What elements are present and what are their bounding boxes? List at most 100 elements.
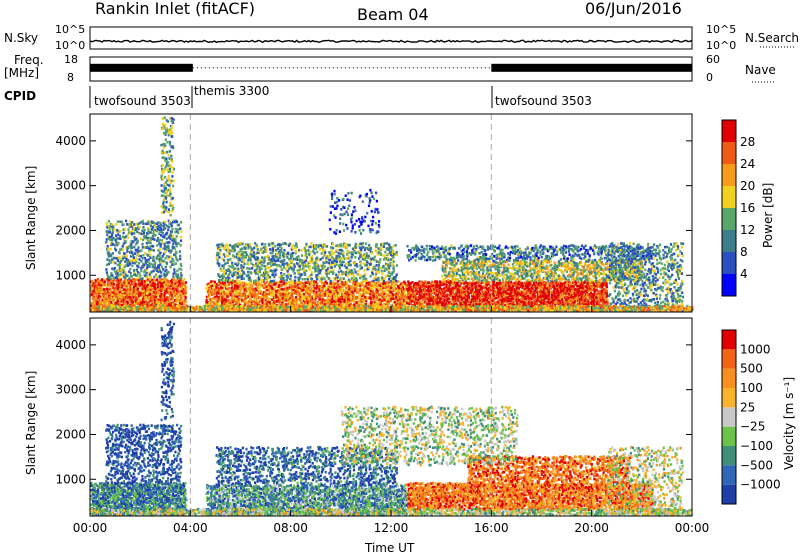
range-cell xyxy=(105,292,108,295)
range-cell xyxy=(392,286,395,289)
range-cell xyxy=(116,237,119,240)
range-cell xyxy=(173,271,176,274)
range-cell xyxy=(284,281,288,285)
range-cell xyxy=(119,220,122,223)
range-cell xyxy=(250,250,253,253)
range-cell xyxy=(132,259,135,263)
range-cell xyxy=(331,250,334,254)
range-cell xyxy=(289,257,292,260)
range-cell xyxy=(95,290,99,294)
range-cell xyxy=(160,293,163,296)
range-cell xyxy=(131,287,134,290)
range-cell xyxy=(178,291,181,294)
range-cell xyxy=(362,288,366,292)
range-cell xyxy=(244,300,247,303)
range-cell xyxy=(179,239,183,243)
range-cell xyxy=(165,157,168,160)
range-cell xyxy=(278,245,281,249)
range-cell xyxy=(176,298,179,302)
range-cell xyxy=(319,244,322,247)
range-cell xyxy=(241,247,244,250)
range-cell xyxy=(309,250,312,254)
range-cell xyxy=(180,302,183,305)
range-cell xyxy=(296,302,300,306)
range-cell xyxy=(303,247,306,250)
range-cell xyxy=(164,303,167,307)
range-cell xyxy=(155,255,158,259)
range-cell xyxy=(119,237,122,241)
range-cell xyxy=(235,252,239,256)
range-cell xyxy=(140,289,143,293)
range-cell xyxy=(111,231,114,234)
range-cell xyxy=(139,277,142,281)
range-cell xyxy=(153,285,156,288)
range-cell xyxy=(160,234,163,237)
range-cell xyxy=(410,298,413,301)
range-cell xyxy=(92,292,95,296)
range-cell xyxy=(389,310,392,313)
range-cell xyxy=(107,220,110,223)
range-cell xyxy=(453,297,456,300)
range-cell xyxy=(456,297,459,300)
range-cell xyxy=(234,262,237,266)
range-cell xyxy=(375,295,378,298)
range-cell xyxy=(325,287,328,291)
range-cell xyxy=(309,256,312,259)
range-cell xyxy=(163,182,166,186)
range-cell xyxy=(377,302,380,306)
range-cell xyxy=(312,305,315,308)
range-cell xyxy=(131,282,134,285)
range-cell xyxy=(414,299,417,302)
range-cell xyxy=(161,156,164,159)
range-cell xyxy=(357,251,360,254)
range-cell xyxy=(397,294,400,298)
range-cell xyxy=(140,283,143,287)
range-cell xyxy=(365,279,368,282)
range-cell xyxy=(240,294,243,298)
range-cell xyxy=(123,256,127,259)
range-cell xyxy=(328,251,331,254)
range-cell xyxy=(263,259,266,263)
range-cell xyxy=(254,300,257,304)
range-cell xyxy=(240,287,243,290)
range-cell xyxy=(210,287,213,290)
range-cell xyxy=(308,274,312,277)
range-cell xyxy=(327,283,330,287)
range-cell xyxy=(342,285,345,289)
range-cell xyxy=(316,263,319,267)
range-cell xyxy=(224,295,227,298)
range-cell xyxy=(256,272,259,276)
range-cell xyxy=(389,284,392,288)
range-cell xyxy=(322,284,325,288)
range-cell xyxy=(157,224,160,228)
range-cell xyxy=(149,299,152,302)
range-cell xyxy=(370,286,373,290)
range-cell xyxy=(139,282,142,286)
range-cell xyxy=(323,290,326,293)
range-cell xyxy=(169,251,172,254)
range-cell xyxy=(269,284,272,288)
range-cell xyxy=(172,275,175,278)
range-cell xyxy=(131,221,134,224)
range-cell xyxy=(147,236,150,240)
range-cell xyxy=(274,273,277,276)
range-cell xyxy=(315,295,318,298)
range-cell xyxy=(222,270,225,273)
range-cell xyxy=(172,288,175,292)
range-cell xyxy=(296,258,299,261)
range-cell xyxy=(322,245,325,248)
range-cell xyxy=(276,256,279,260)
range-cell xyxy=(135,227,138,230)
range-cell xyxy=(388,285,391,288)
range-cell xyxy=(316,277,319,281)
range-cell xyxy=(258,277,261,281)
range-cell xyxy=(384,284,387,287)
range-cell xyxy=(382,295,385,299)
range-cell xyxy=(103,290,106,293)
range-cell xyxy=(328,304,331,307)
range-cell xyxy=(115,234,118,237)
range-cell xyxy=(168,241,171,244)
range-cell xyxy=(292,279,295,283)
range-cell xyxy=(330,298,333,301)
range-cell xyxy=(122,308,125,311)
